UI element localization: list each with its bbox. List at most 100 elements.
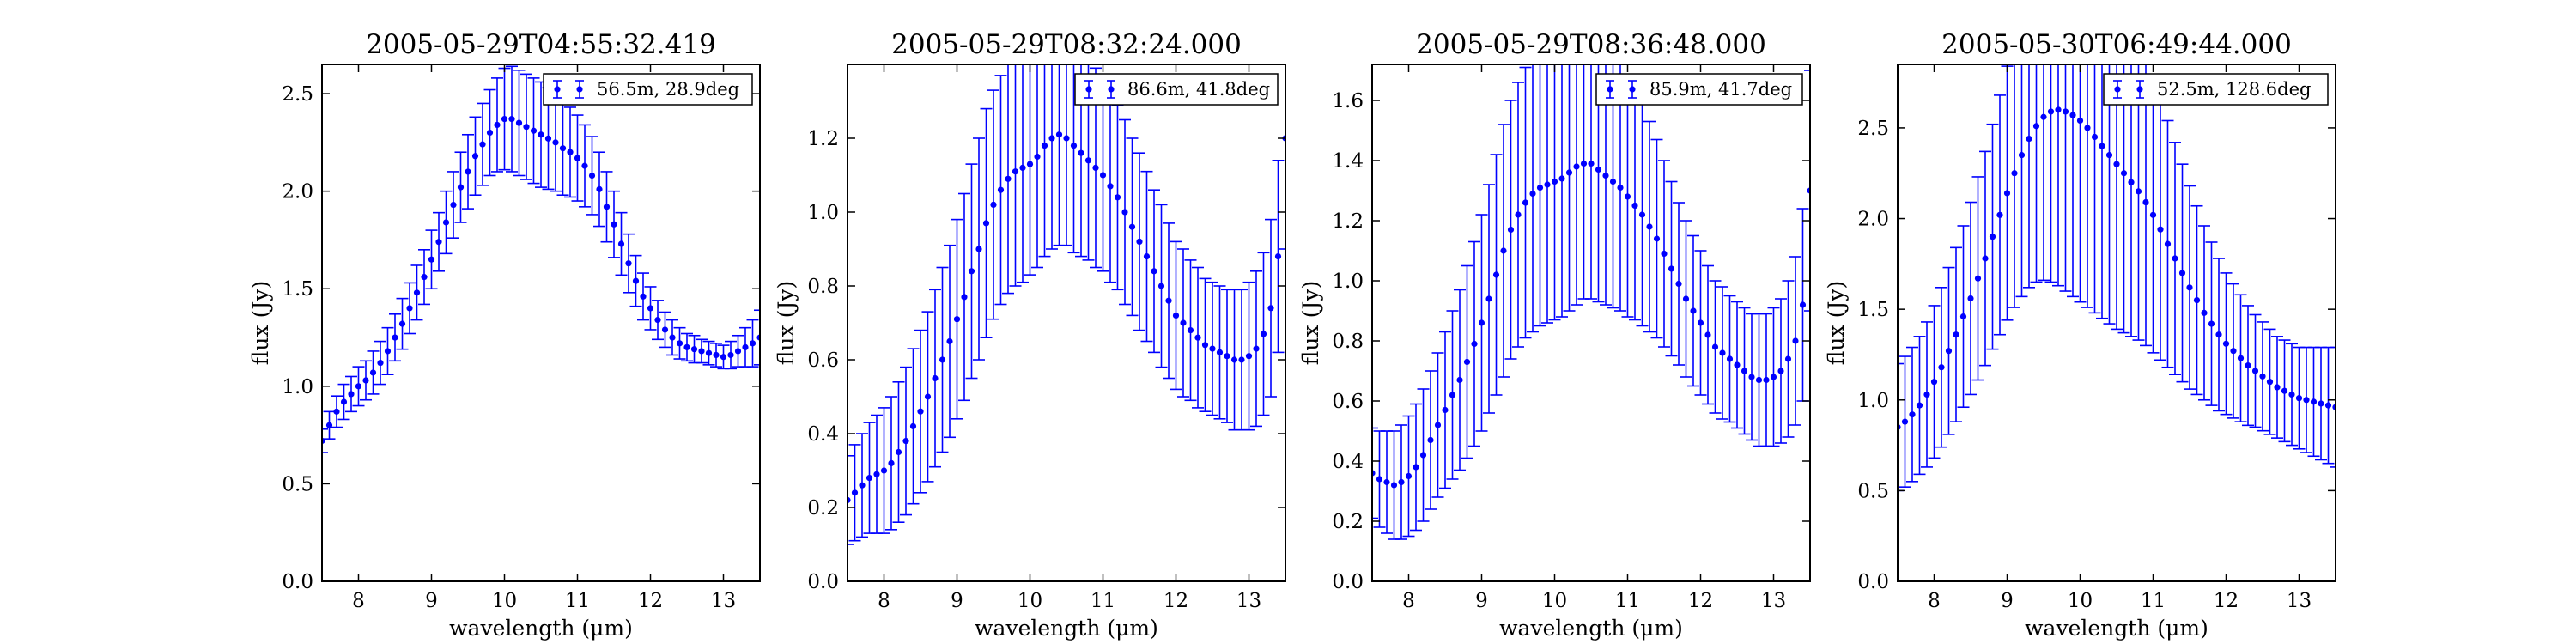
chart-title: 2005-05-29T04:55:32.419 bbox=[366, 29, 716, 60]
data-point bbox=[483, 88, 496, 177]
data-marker bbox=[2295, 395, 2303, 402]
data-marker bbox=[442, 219, 450, 226]
data-point bbox=[2096, 64, 2108, 319]
data-marker bbox=[1719, 349, 1726, 356]
data-point bbox=[2227, 283, 2239, 419]
data-point bbox=[571, 114, 584, 202]
data-point bbox=[1498, 124, 1510, 378]
data-point bbox=[681, 332, 693, 362]
data-marker bbox=[1128, 223, 1136, 230]
legend-label: 86.6m, 41.8deg bbox=[1127, 79, 1270, 100]
data-marker bbox=[1959, 313, 1967, 320]
data-point bbox=[1009, 64, 1022, 287]
data-point bbox=[1906, 346, 1918, 483]
x-tick-label: 12 bbox=[1688, 590, 1713, 612]
data-marker bbox=[1945, 348, 1953, 355]
data-marker bbox=[2186, 284, 2193, 291]
y-tick-label: 0.4 bbox=[807, 423, 839, 446]
x-tick-label: 8 bbox=[1402, 590, 1415, 612]
data-marker bbox=[2069, 112, 2076, 118]
data-point bbox=[1439, 331, 1451, 489]
data-point bbox=[1753, 313, 1765, 447]
legend-marker bbox=[2136, 80, 2144, 99]
y-tick-label: 0.8 bbox=[807, 276, 839, 298]
data-marker bbox=[2011, 170, 2018, 177]
data-marker bbox=[1005, 175, 1012, 182]
data-marker bbox=[2032, 123, 2040, 130]
data-point bbox=[1163, 222, 1175, 380]
y-tick-label: 1.2 bbox=[807, 128, 839, 150]
data-marker bbox=[2128, 179, 2135, 185]
data-marker bbox=[1376, 476, 1383, 483]
data-marker bbox=[647, 305, 654, 312]
chart-panel-1: 2005-05-29T04:55:32.419 0.0 0.5 1.0 1.5 2.0 2… bbox=[248, 29, 761, 641]
data-point bbox=[1250, 270, 1262, 428]
y-tick-label: 0.8 bbox=[1332, 331, 1364, 353]
legend-label: 52.5m, 128.6deg bbox=[2157, 79, 2311, 100]
data-point bbox=[345, 375, 357, 413]
data-marker bbox=[1390, 482, 1398, 489]
data-point bbox=[2111, 64, 2123, 331]
data-marker bbox=[581, 162, 588, 169]
legend: 86.6m, 41.8deg bbox=[1074, 73, 1279, 106]
data-point bbox=[885, 396, 897, 531]
data-marker bbox=[2172, 255, 2178, 262]
data-point bbox=[506, 65, 518, 173]
x-tick-label: 12 bbox=[1163, 590, 1188, 612]
data-point bbox=[1658, 160, 1670, 348]
data-marker bbox=[1456, 376, 1463, 384]
data-marker bbox=[1048, 135, 1055, 142]
data-point bbox=[1272, 160, 1285, 354]
data-point bbox=[1206, 281, 1218, 416]
data-marker bbox=[683, 343, 690, 350]
data-point bbox=[396, 297, 409, 350]
data-point bbox=[1002, 64, 1014, 295]
data-marker bbox=[953, 316, 961, 323]
data-point bbox=[513, 70, 526, 177]
data-marker bbox=[961, 294, 968, 301]
data-point bbox=[564, 106, 576, 198]
data-point bbox=[951, 218, 963, 420]
data-marker bbox=[1982, 255, 1989, 262]
data-marker bbox=[720, 354, 727, 361]
data-marker bbox=[2105, 152, 2113, 159]
data-point bbox=[2044, 64, 2057, 283]
data-marker bbox=[1180, 319, 1187, 326]
data-point bbox=[1723, 295, 1736, 423]
data-marker bbox=[362, 377, 369, 384]
data-point bbox=[2023, 64, 2035, 289]
data-point bbox=[994, 75, 1007, 306]
x-tick-label: 10 bbox=[2068, 590, 2093, 612]
data-marker bbox=[1471, 340, 1478, 348]
data-marker bbox=[734, 348, 742, 355]
data-marker bbox=[2113, 161, 2120, 167]
chart-title: 2005-05-30T06:49:44.000 bbox=[1941, 29, 2292, 60]
data-marker bbox=[932, 374, 939, 382]
data-point bbox=[1928, 305, 1941, 459]
data-marker bbox=[596, 185, 603, 192]
data-point bbox=[1643, 120, 1656, 333]
data-point bbox=[1665, 180, 1678, 357]
data-marker bbox=[1763, 376, 1770, 384]
data-point bbox=[732, 334, 744, 368]
data-point bbox=[746, 319, 759, 368]
data-marker bbox=[1916, 402, 1923, 409]
data-point bbox=[980, 107, 993, 339]
data-marker bbox=[632, 277, 640, 284]
data-marker bbox=[924, 393, 932, 400]
data-marker bbox=[2003, 190, 2011, 197]
legend-markers bbox=[1084, 80, 1115, 99]
data-marker bbox=[1770, 374, 1777, 380]
x-tick-label: 10 bbox=[1542, 590, 1567, 612]
data-point bbox=[629, 254, 642, 307]
data-marker bbox=[625, 260, 632, 267]
data-marker bbox=[1398, 478, 1405, 486]
data-marker bbox=[1565, 169, 1573, 176]
data-point bbox=[878, 407, 890, 534]
y-axis-label: flux (Jy) bbox=[1298, 281, 1323, 365]
data-marker bbox=[1792, 337, 1799, 344]
data-marker bbox=[698, 348, 705, 355]
data-marker bbox=[1558, 175, 1565, 182]
data-point bbox=[2278, 339, 2291, 443]
data-point bbox=[527, 77, 540, 185]
